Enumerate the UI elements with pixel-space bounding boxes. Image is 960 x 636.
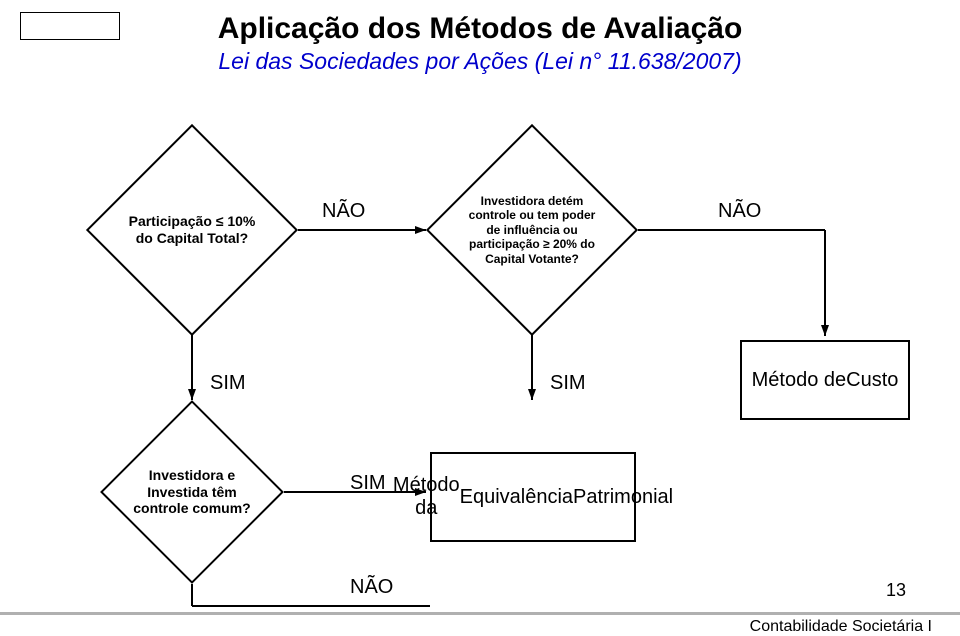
- edge-label-d1-nao: NÃO: [322, 200, 365, 223]
- edge-label-d3-nao: NÃO: [350, 576, 393, 599]
- edge-label-d2-nao: NÃO: [718, 200, 761, 223]
- slide: Aplicação dos Métodos de Avaliação Lei d…: [0, 0, 960, 636]
- decision-participacao-label: Participação ≤ 10%do Capital Total?: [86, 124, 298, 336]
- footer-label: Contabilidade Societária I: [750, 618, 932, 636]
- decision-controle-comum-label: Investidora eInvestida têmcontrole comum…: [100, 400, 284, 584]
- box-metodo-custo: Método deCusto: [740, 340, 910, 420]
- decision-investidora-controle-label: Investidora detémcontrole ou tem poderde…: [426, 124, 638, 336]
- edge-label-d3-sim: SIM: [350, 472, 386, 495]
- slide-subtitle: Lei das Sociedades por Ações (Lei n° 11.…: [0, 48, 960, 75]
- box-metodo-equivalencia: Método daEquivalênciaPatrimonial: [430, 452, 636, 542]
- edge-label-d2-sim: SIM: [550, 372, 586, 395]
- footer-divider: [0, 612, 960, 615]
- page-number: 13: [886, 580, 906, 601]
- edge-label-d1-sim: SIM: [210, 372, 246, 395]
- slide-title: Aplicação dos Métodos de Avaliação: [0, 12, 960, 46]
